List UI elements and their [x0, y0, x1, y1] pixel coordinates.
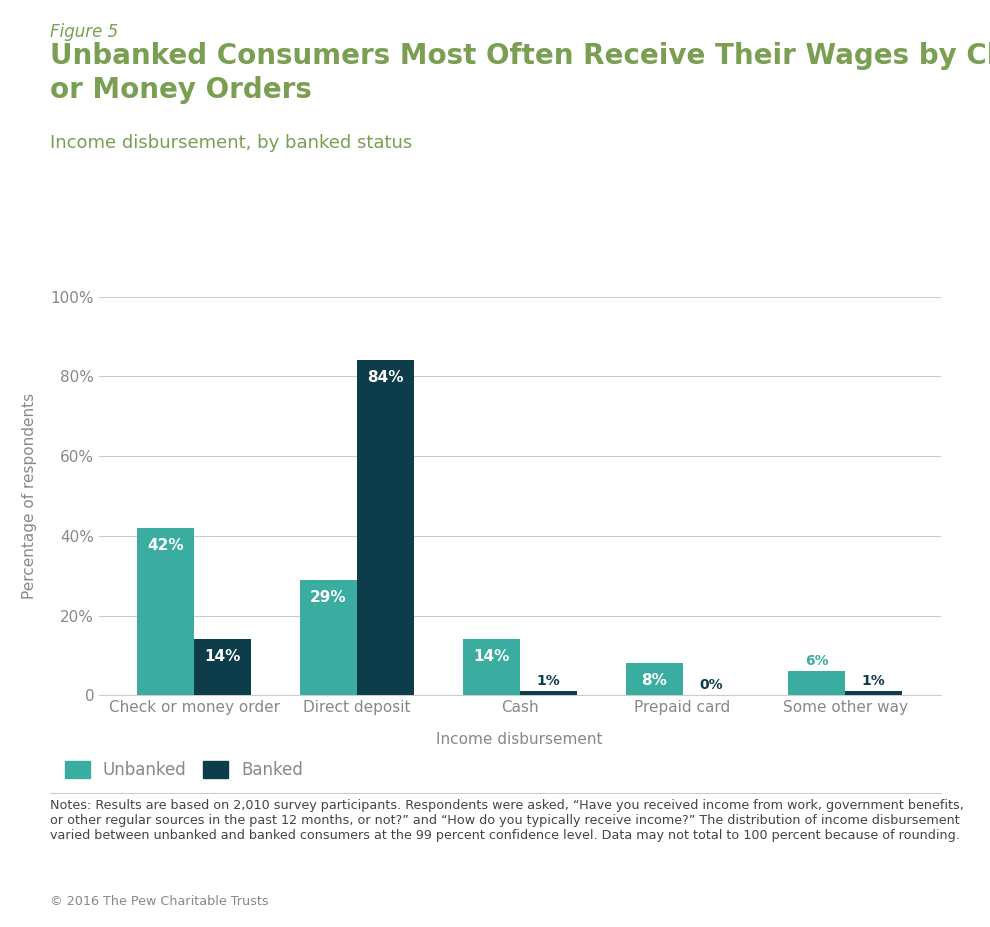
- Text: 84%: 84%: [367, 371, 404, 386]
- Legend: Unbanked, Banked: Unbanked, Banked: [57, 755, 310, 786]
- Text: 6%: 6%: [805, 654, 829, 668]
- Y-axis label: Percentage of respondents: Percentage of respondents: [22, 393, 37, 599]
- Text: 42%: 42%: [148, 538, 184, 552]
- X-axis label: Income disbursement: Income disbursement: [437, 731, 603, 747]
- Text: 1%: 1%: [862, 674, 886, 688]
- Text: Income disbursement, by banked status: Income disbursement, by banked status: [50, 134, 412, 152]
- Text: © 2016 The Pew Charitable Trusts: © 2016 The Pew Charitable Trusts: [50, 895, 268, 908]
- Bar: [845, 692, 902, 695]
- Bar: [788, 671, 845, 695]
- Text: 1%: 1%: [537, 674, 560, 688]
- Text: 8%: 8%: [642, 673, 667, 689]
- Text: Figure 5: Figure 5: [50, 23, 118, 41]
- Bar: [520, 692, 577, 695]
- Text: 14%: 14%: [205, 650, 241, 665]
- Text: 14%: 14%: [473, 650, 510, 665]
- Text: 0%: 0%: [699, 678, 723, 692]
- Bar: [300, 579, 357, 695]
- Text: 29%: 29%: [310, 590, 346, 604]
- Bar: [462, 640, 520, 695]
- Bar: [357, 361, 414, 695]
- Bar: [626, 664, 682, 695]
- Bar: [194, 640, 251, 695]
- Text: Notes: Results are based on 2,010 survey participants. Respondents were asked, “: Notes: Results are based on 2,010 survey…: [50, 799, 963, 842]
- Text: Unbanked Consumers Most Often Receive Their Wages by Checks
or Money Orders: Unbanked Consumers Most Often Receive Th…: [50, 42, 990, 105]
- Bar: [138, 527, 194, 695]
